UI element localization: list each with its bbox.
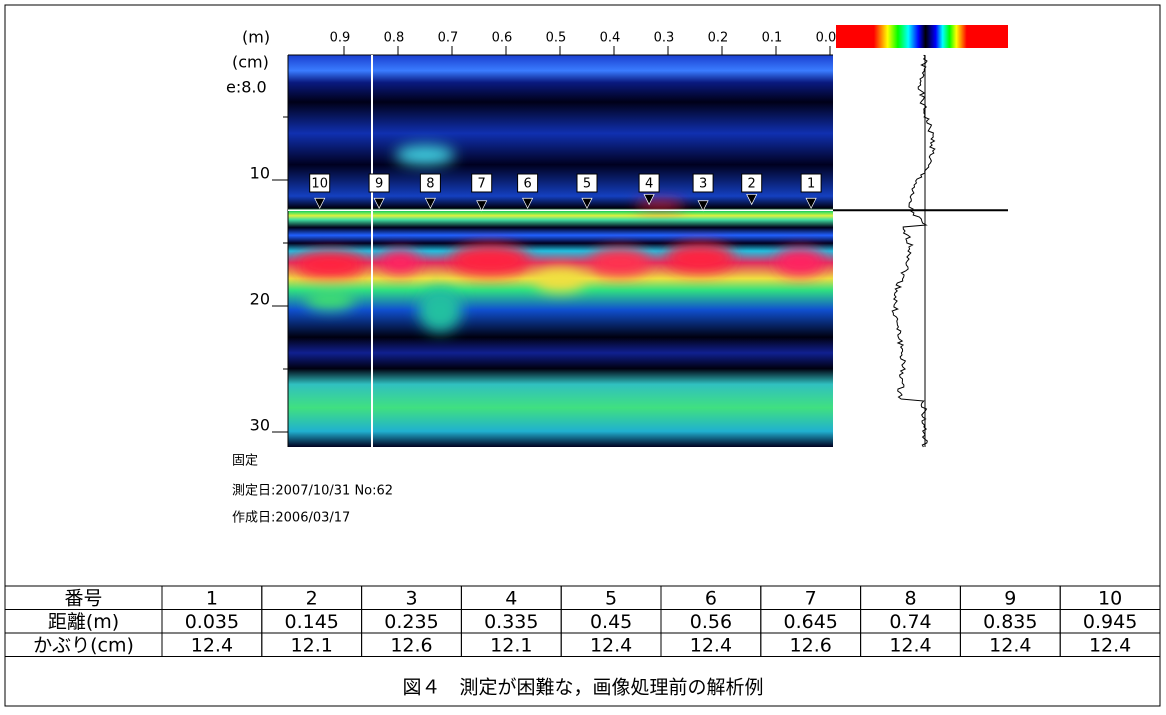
cell: 1 bbox=[206, 587, 218, 609]
x-tick-label: 0.8 bbox=[384, 31, 405, 46]
cell: 12.4 bbox=[889, 634, 931, 656]
cell: 0.45 bbox=[590, 611, 632, 633]
y-tick-label: 20 bbox=[250, 290, 270, 309]
marker bbox=[373, 197, 385, 210]
marker-label: 3 bbox=[699, 177, 707, 192]
marker-box bbox=[800, 173, 822, 193]
row-label: 番号 bbox=[64, 587, 102, 609]
caption: 図４ 測定が困難な，画像処理前の解析例 bbox=[402, 677, 763, 699]
marker-box bbox=[368, 173, 390, 193]
cell: 3 bbox=[405, 587, 417, 609]
marker-label: 6 bbox=[523, 177, 531, 192]
y-unit: (cm) bbox=[232, 53, 269, 72]
x-unit: (m) bbox=[242, 28, 270, 47]
y-tick-label: 10 bbox=[250, 164, 270, 183]
color-bar bbox=[836, 25, 1008, 48]
marker bbox=[522, 197, 534, 210]
marker-label: 8 bbox=[426, 177, 434, 192]
cell: 0.74 bbox=[889, 611, 931, 633]
marker bbox=[643, 194, 655, 206]
marker-box bbox=[638, 173, 660, 193]
marker-box bbox=[517, 173, 539, 193]
cell: 0.335 bbox=[484, 611, 538, 633]
cell: 12.4 bbox=[191, 634, 233, 656]
cell: 10 bbox=[1098, 587, 1122, 609]
cell: 0.945 bbox=[1083, 611, 1137, 633]
table-cell bbox=[1059, 632, 1161, 657]
radargram-blobs bbox=[295, 145, 825, 332]
cell: 6 bbox=[705, 587, 717, 609]
cell: 5 bbox=[605, 587, 617, 609]
cell: 12.4 bbox=[1089, 634, 1131, 656]
row-label: かぶり(cm) bbox=[33, 634, 134, 656]
note: 測定日:2007/10/31 No:62 bbox=[232, 484, 393, 499]
marker-label: 10 bbox=[311, 177, 328, 192]
x-tick-label: 0.9 bbox=[330, 31, 351, 46]
cell: 0.835 bbox=[983, 611, 1037, 633]
note: 固定 bbox=[232, 454, 258, 469]
marker-box bbox=[471, 173, 493, 193]
x-tick-label: 0.4 bbox=[600, 31, 621, 46]
cell: 0.235 bbox=[384, 611, 438, 633]
marker-label: 2 bbox=[748, 177, 756, 192]
trace bbox=[891, 54, 936, 448]
cell: 12.4 bbox=[989, 634, 1031, 656]
marker-box bbox=[576, 173, 598, 193]
marker bbox=[424, 197, 436, 210]
frame bbox=[4, 4, 1161, 707]
cell: 0.145 bbox=[284, 611, 338, 633]
note: 作成日:2006/03/17 bbox=[232, 511, 350, 526]
marker-label: 1 bbox=[807, 177, 815, 192]
cell: 12.4 bbox=[590, 634, 632, 656]
cell: 4 bbox=[505, 587, 517, 609]
cell: 12.6 bbox=[390, 634, 432, 656]
marker-box bbox=[309, 173, 331, 193]
cell: 12.6 bbox=[790, 634, 832, 656]
marker bbox=[746, 194, 758, 206]
x-tick-label: 0.5 bbox=[546, 31, 567, 46]
cell: 12.1 bbox=[291, 634, 333, 656]
cell: 12.4 bbox=[690, 634, 732, 656]
marker bbox=[581, 197, 593, 210]
marker-label: 4 bbox=[645, 177, 653, 192]
cell: 0.035 bbox=[185, 611, 239, 633]
x-tick-label: 0.7 bbox=[438, 31, 459, 46]
x-tick-label: 0.6 bbox=[492, 31, 513, 46]
marker-box bbox=[741, 173, 763, 193]
marker bbox=[805, 197, 817, 210]
x-tick-label: 0.3 bbox=[654, 31, 675, 46]
cell: 0.56 bbox=[690, 611, 732, 633]
x-tick-label: 0.0 bbox=[816, 31, 837, 46]
cell: 7 bbox=[805, 587, 817, 609]
marker bbox=[476, 200, 488, 212]
marker-box bbox=[419, 173, 441, 193]
marker bbox=[697, 200, 709, 212]
radargram bbox=[288, 55, 833, 447]
cell: 8 bbox=[904, 587, 916, 609]
cell: 12.1 bbox=[490, 634, 532, 656]
x-tick-label: 0.1 bbox=[762, 31, 783, 46]
x-tick-label: 0.2 bbox=[708, 31, 729, 46]
row-label: 距離(m) bbox=[48, 611, 119, 633]
marker-label: 9 bbox=[375, 177, 383, 192]
cell: 9 bbox=[1004, 587, 1016, 609]
y-tick-label: 30 bbox=[250, 416, 270, 435]
marker-box bbox=[692, 173, 714, 193]
y-note: e:8.0 bbox=[226, 78, 267, 97]
cell: 0.645 bbox=[783, 611, 837, 633]
cell: 2 bbox=[306, 587, 318, 609]
marker-label: 7 bbox=[478, 177, 486, 192]
marker-label: 5 bbox=[583, 177, 591, 192]
marker bbox=[314, 197, 326, 210]
